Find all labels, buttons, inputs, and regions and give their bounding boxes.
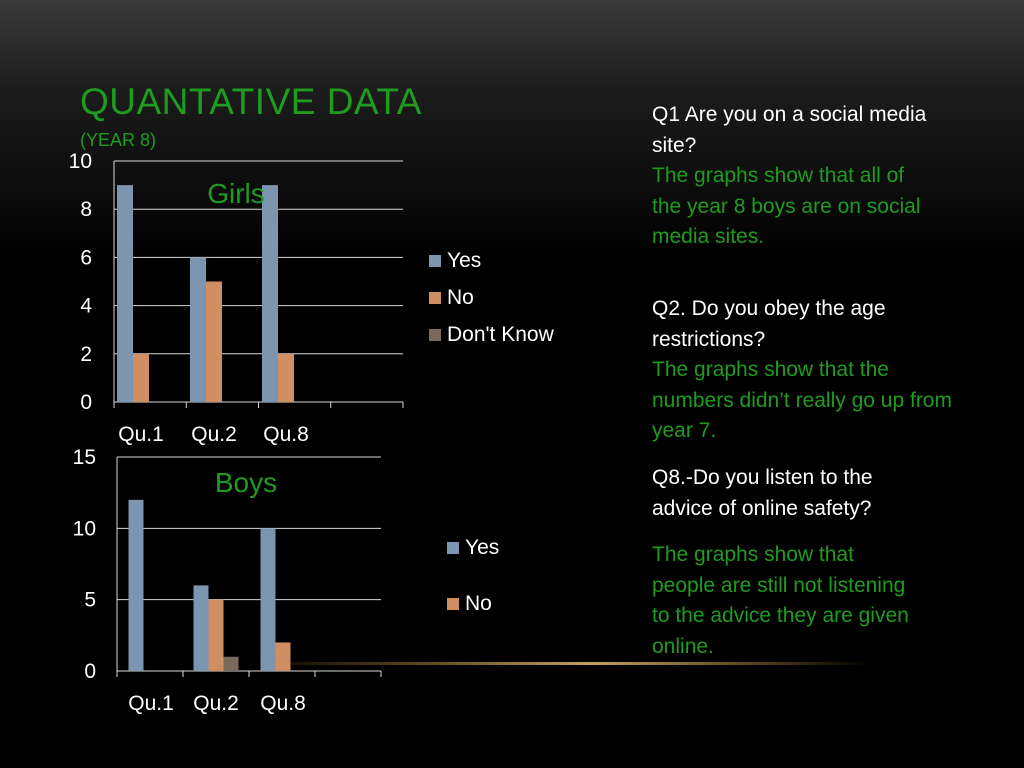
q8-answer: The graphs show that people are still no…	[652, 543, 909, 658]
bar	[190, 257, 206, 402]
q8-question: Q8.-Do you listen to the advice of onlin…	[652, 466, 873, 520]
chart-title: Girls	[207, 178, 265, 209]
bar	[278, 353, 294, 402]
bar	[262, 185, 278, 402]
q1-question: Q1 Are you on a social media site?	[652, 103, 927, 157]
girls-chart: 0 2 4 6 8 10 Qu.1 Qu.2 Qu.8 Girls	[69, 150, 404, 446]
category-label: Qu.2	[191, 423, 237, 446]
bar	[206, 281, 222, 402]
y-tick-label: 6	[80, 246, 92, 269]
slide-title: QUANTATIVE DATA	[80, 81, 422, 122]
bar	[223, 656, 239, 671]
chart-title: Boys	[215, 467, 277, 498]
girls-legend-dont-know: Don't Know	[429, 323, 554, 347]
q1-note: Q1 Are you on a social media site? The g…	[652, 100, 952, 253]
legend-label: Don't Know	[447, 323, 554, 346]
legend-swatch-no	[429, 292, 441, 304]
bar	[128, 499, 144, 671]
y-tick-label: 2	[80, 343, 92, 366]
y-tick-label: 8	[80, 198, 92, 221]
q2-note: Q2. Do you obey the age restrictions? Th…	[652, 294, 972, 447]
q1-answer: The graphs show that all of the year 8 b…	[652, 164, 921, 248]
y-tick-label: 10	[69, 150, 92, 173]
legend-swatch-yes	[429, 255, 441, 267]
legend-swatch-no	[447, 598, 459, 610]
y-tick-label: 4	[80, 295, 92, 318]
bar	[193, 585, 209, 671]
category-label: Qu.1	[118, 423, 164, 446]
bar	[208, 599, 224, 671]
legend-label: No	[465, 592, 492, 615]
boys-legend-no: No	[447, 592, 492, 616]
category-label: Qu.8	[263, 423, 309, 446]
legend-label: Yes	[447, 249, 482, 272]
category-label: Qu.2	[193, 692, 239, 715]
y-tick-label: 10	[73, 517, 96, 540]
q2-question: Q2. Do you obey the age restrictions?	[652, 297, 886, 351]
girls-legend-no: No	[429, 286, 474, 310]
y-tick-label: 0	[80, 391, 92, 414]
legend-swatch-yes	[447, 542, 459, 554]
girls-legend-yes: Yes	[429, 249, 481, 273]
bar	[260, 528, 276, 671]
slide-subtitle: (YEAR 8)	[80, 130, 157, 150]
boys-chart: 0 5 10 15 Qu.1 Qu.2 Qu.8 Boys	[73, 446, 382, 715]
legend-label: No	[447, 286, 474, 309]
q8-note: Q8.-Do you listen to the advice of onlin…	[652, 463, 952, 662]
y-tick-label: 5	[84, 589, 96, 612]
category-label: Qu.8	[260, 692, 306, 715]
y-tick-label: 0	[84, 660, 96, 683]
bar	[133, 353, 149, 402]
bar	[117, 185, 133, 402]
legend-swatch-dont-know	[429, 329, 441, 341]
bar	[275, 642, 291, 671]
decorative-divider	[250, 662, 870, 665]
y-tick-label: 15	[73, 446, 96, 469]
q2-answer: The graphs show that the numbers didn’t …	[652, 358, 952, 442]
boys-legend-yes: Yes	[447, 536, 499, 560]
category-label: Qu.1	[128, 692, 174, 715]
legend-label: Yes	[465, 536, 500, 559]
